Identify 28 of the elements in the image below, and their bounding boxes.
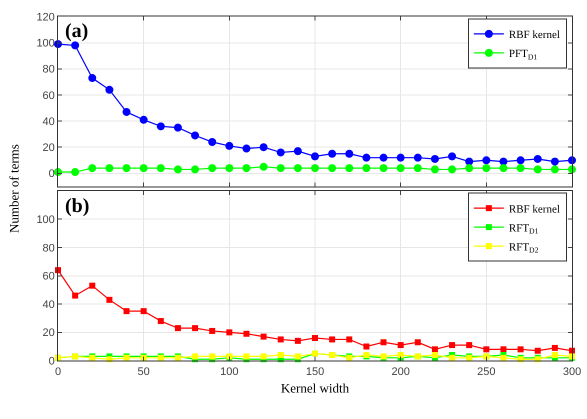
y-tick-label: 100 xyxy=(36,38,55,50)
annotation: (b) xyxy=(65,195,90,217)
x-tick-label: 50 xyxy=(138,366,150,378)
y-tick-label: 40 xyxy=(42,298,55,311)
x-axis-title: Kernel width xyxy=(280,380,350,396)
annotation: (a) xyxy=(65,20,88,42)
x-tick-label: 150 xyxy=(306,366,324,378)
legend-label: RFT$_{D1}$ xyxy=(508,222,539,236)
legend-label: RBF kernel xyxy=(508,203,560,216)
y-tick-label: 100 xyxy=(36,214,55,226)
y-tick-label: 0 xyxy=(48,356,55,368)
legend-label: RBF kernel xyxy=(508,29,560,42)
y-axis-title: Number of terms xyxy=(6,144,22,233)
y-tick-label: 40 xyxy=(42,116,55,128)
y-tick-label: 60 xyxy=(42,270,55,283)
y-tick-label: 80 xyxy=(42,64,55,76)
y-tick-label: 120 xyxy=(36,12,55,24)
y-tick-label: 60 xyxy=(42,90,55,102)
y-tick-label: 20 xyxy=(42,327,55,340)
legend-label: PFT$_{D1}$ xyxy=(508,48,538,62)
legend-label: RFT$_{D2}$ xyxy=(508,241,539,255)
y-tick-label: 20 xyxy=(42,142,55,154)
y-tick-label: 0 xyxy=(48,168,55,180)
y-tick-label: 80 xyxy=(42,242,55,254)
x-tick-label: 250 xyxy=(477,366,496,378)
x-tick-label: 200 xyxy=(391,366,410,378)
x-tick-label: 300 xyxy=(562,366,582,378)
x-tick-label: 100 xyxy=(220,366,239,378)
